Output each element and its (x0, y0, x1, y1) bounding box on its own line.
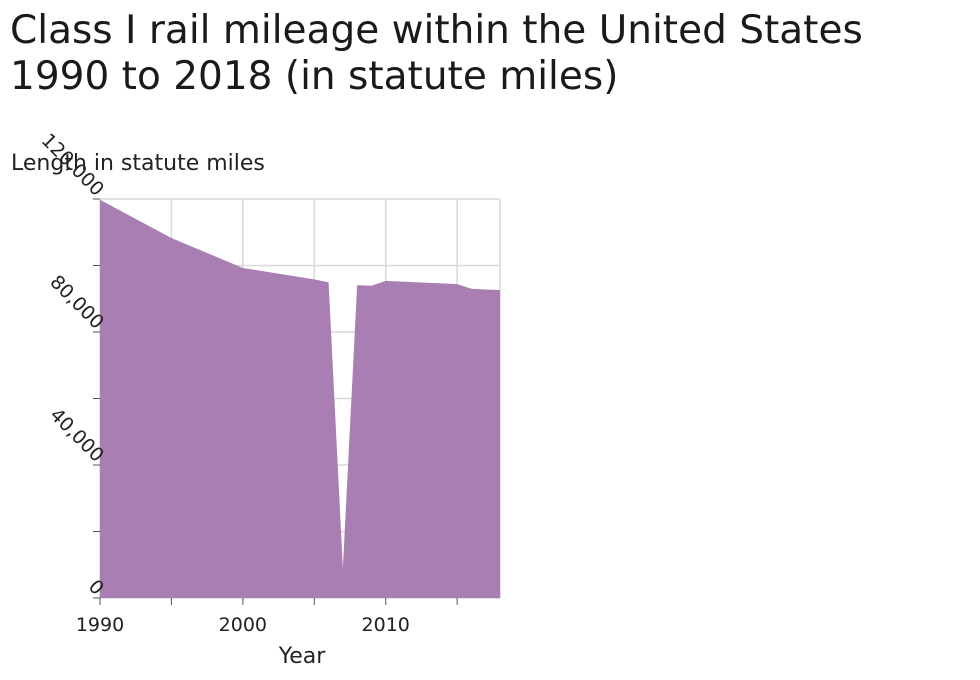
x-tick-label: 1990 (76, 614, 124, 636)
x-axis-title: Year (278, 644, 327, 669)
y-tick-label: 40,000 (45, 404, 108, 467)
area-series (100, 199, 500, 598)
x-tick-label: 2000 (219, 614, 267, 636)
chart-title-line-2: 1990 to 2018 (in statute miles) (10, 54, 619, 99)
x-tick-label: 2010 (362, 614, 410, 636)
y-tick-label: 80,000 (45, 271, 108, 334)
chart-title-line-1: Class I rail mileage within the United S… (10, 8, 863, 53)
y-axis-title: Length in statute miles (11, 151, 265, 176)
axes (93, 198, 458, 605)
chart-title: Class I rail mileage within the United S… (10, 8, 975, 100)
